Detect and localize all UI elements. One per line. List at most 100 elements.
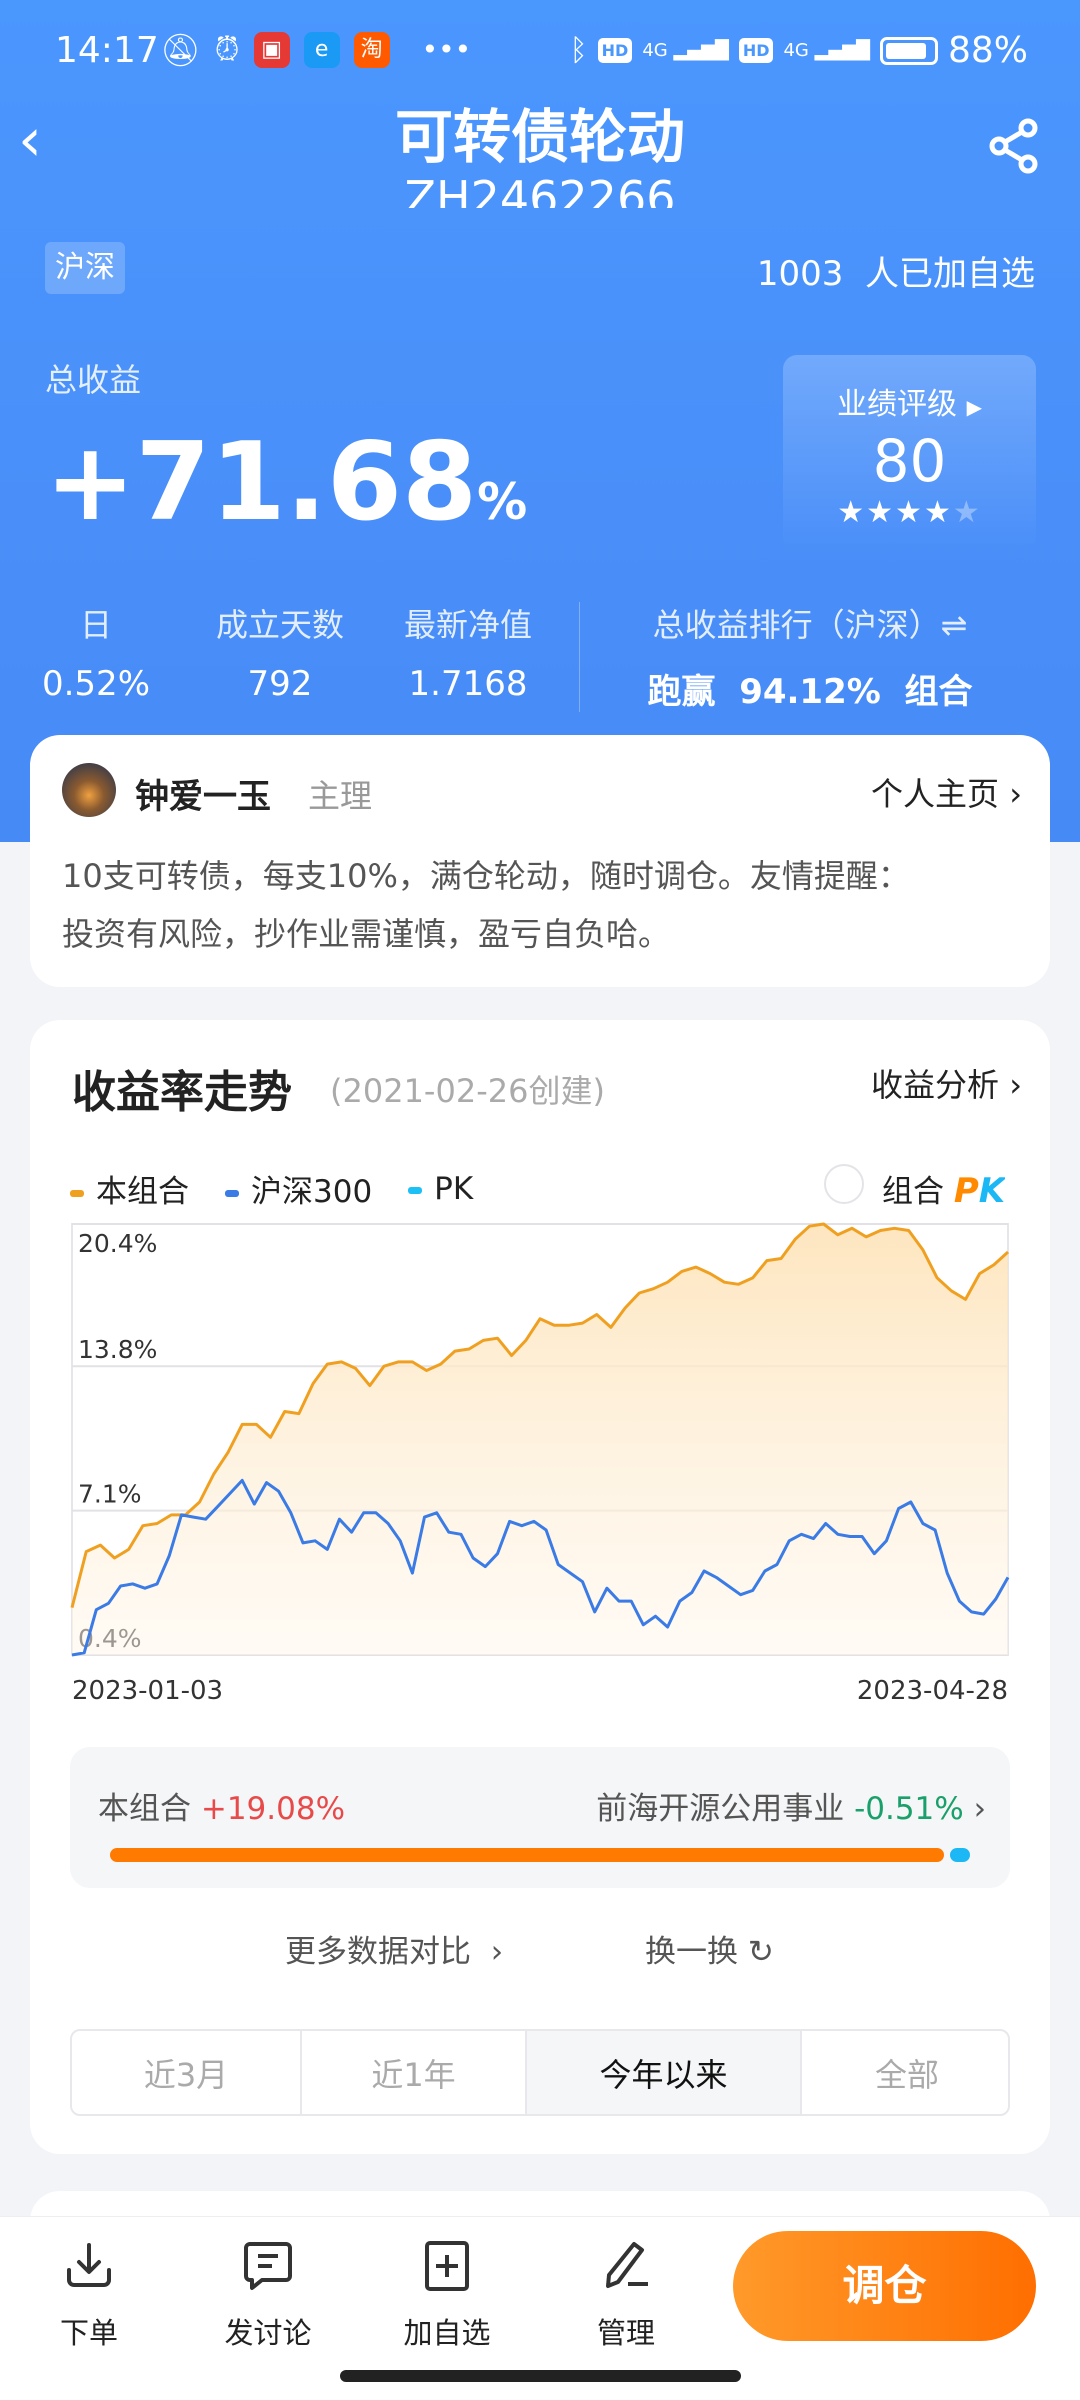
tab-3-months[interactable]: 近3月 bbox=[72, 2031, 302, 2114]
hd-icon: HD bbox=[597, 38, 633, 63]
star-filled-icon: ★ bbox=[895, 495, 924, 530]
total-return: +71.68% bbox=[45, 420, 527, 545]
hd-icon: HD bbox=[738, 38, 774, 63]
homepage-link[interactable]: 个人主页 › bbox=[871, 769, 1022, 815]
nav-discuss[interactable]: 发讨论 bbox=[208, 2240, 328, 2352]
legend-swatch bbox=[225, 1190, 239, 1197]
x-end-label: 2023-04-28 bbox=[856, 1676, 1008, 1706]
market-badge: 沪深 bbox=[45, 242, 125, 294]
total-return-unit: % bbox=[477, 473, 528, 531]
series-line-portfolio bbox=[70, 1222, 1010, 1608]
home-indicator[interactable] bbox=[340, 2370, 741, 2382]
stat-value: 1.7168 bbox=[408, 664, 528, 704]
chart-title: 收益率走势 bbox=[72, 1067, 292, 1118]
chart-legend: 本组合 沪深300 PK bbox=[70, 1166, 473, 1211]
nav-label: 下单 bbox=[59, 2316, 118, 2350]
author-name[interactable]: 钟爱一玉 bbox=[135, 777, 271, 817]
nav-order[interactable]: 下单 bbox=[29, 2240, 149, 2352]
rating-label: 业绩评级 bbox=[837, 387, 958, 422]
rank-block[interactable]: 总收益排行（沪深）⇌ 跑赢 94.12% 组合 bbox=[600, 600, 1020, 713]
legend-item: 本组合 bbox=[70, 1166, 189, 1211]
more-compare-link[interactable]: 更多数据对比 › bbox=[285, 1926, 503, 1971]
nav-label: 发讨论 bbox=[224, 2316, 312, 2350]
star-filled-icon: ★ bbox=[923, 495, 953, 530]
pk-logo: PK bbox=[953, 1171, 1006, 1211]
header-background bbox=[0, 0, 1080, 842]
star-filled-icon: ★ bbox=[837, 495, 867, 530]
status-time: 14:17 bbox=[55, 30, 159, 71]
legend-label: 沪深300 bbox=[251, 1174, 373, 1210]
alarm-icon: ⏰︎ bbox=[214, 30, 240, 68]
back-button[interactable]: ‹ bbox=[18, 105, 42, 175]
series-line-csi300 bbox=[71, 1478, 1010, 1657]
pk-toggle-radio[interactable] bbox=[824, 1164, 864, 1204]
comparison-bar-right bbox=[950, 1848, 970, 1862]
comparison-left: 本组合 +19.08% bbox=[98, 1783, 345, 1828]
star-empty-icon: ★ bbox=[952, 495, 982, 530]
rating-stars: ★★★★★ bbox=[783, 495, 1036, 530]
avatar[interactable] bbox=[62, 763, 116, 817]
tab-1-year[interactable]: 近1年 bbox=[302, 2031, 527, 2114]
stats-row: 日 0.52% 成立天数 792 最新净值 1.7168 bbox=[0, 600, 580, 704]
nav-manage[interactable]: 管理 bbox=[566, 2240, 686, 2352]
series-area-portfolio bbox=[72, 1224, 1008, 1655]
taobao-app-icon: 淘 bbox=[353, 31, 390, 68]
followers: 1003 人已加自选 bbox=[757, 246, 1035, 295]
more-icon: ••• bbox=[421, 33, 472, 66]
rebalance-button[interactable]: 调仓 bbox=[733, 2231, 1036, 2341]
description-line: 投资有风险，抄作业需谨慎，盈亏自负哈。 bbox=[62, 915, 671, 953]
nav-add-watchlist[interactable]: 加自选 bbox=[387, 2240, 507, 2352]
pk-toggle[interactable]: 组合 PK bbox=[882, 1166, 1005, 1211]
signal-icon: 4G ▂▄▆█ bbox=[642, 40, 729, 61]
tab-ytd[interactable]: 今年以来 bbox=[527, 2031, 802, 2114]
y-tick-label: 13.8% bbox=[78, 1335, 157, 1364]
left-label: 本组合 bbox=[98, 1791, 191, 1827]
legend-label: PK bbox=[434, 1170, 474, 1207]
stat-label: 最新净值 bbox=[403, 606, 532, 644]
left-value: +19.08% bbox=[200, 1791, 346, 1827]
eleme-app-icon: e bbox=[303, 31, 340, 68]
right-value: -0.51% bbox=[854, 1791, 964, 1827]
shuffle-button[interactable]: 换一换 ↻ bbox=[645, 1926, 774, 1971]
stat-label: 成立天数 bbox=[215, 606, 344, 644]
status-icons-right: ᛒ HD 4G ▂▄▆█ HD 4G ▂▄▆█ 88% bbox=[570, 30, 1028, 71]
tab-all[interactable]: 全部 bbox=[874, 2055, 939, 2094]
right-label: 前海开源公用事业 bbox=[596, 1791, 845, 1827]
stat-value: 0.52% bbox=[41, 664, 150, 704]
battery-level: 88% bbox=[947, 30, 1028, 71]
return-chart: 20.4%13.8%7.1%0.4% bbox=[70, 1222, 1010, 1657]
comparison-box[interactable]: 本组合 +19.08% 前海开源公用事业 -0.51% › bbox=[70, 1747, 1010, 1888]
y-tick-label: 20.4% bbox=[78, 1229, 157, 1258]
profile-card: 钟爱一玉 主理 个人主页 › 10支可转债，每支10%，满仓轮动，随时调仓。友情… bbox=[30, 735, 1050, 987]
period-tabs: 近3月 近1年 今年以来 全部 bbox=[70, 2029, 1010, 2116]
comparison-right: 前海开源公用事业 -0.51% › bbox=[596, 1783, 986, 1828]
homepage-label: 个人主页 bbox=[871, 775, 1000, 813]
chevron-right-icon: › bbox=[1009, 775, 1022, 813]
analysis-link[interactable]: 收益分析 › bbox=[871, 1060, 1022, 1106]
chevron-right-icon: › bbox=[490, 1934, 504, 1970]
chart-card: 收益率走势 (2021-02-26创建) 收益分析 › 本组合 沪深300 PK… bbox=[30, 1020, 1050, 2154]
comment-icon bbox=[244, 2242, 292, 2290]
created-date: (2021-02-26创建) bbox=[330, 1072, 605, 1110]
rating-box[interactable]: 业绩评级 ▶ 80 ★★★★★ bbox=[783, 355, 1036, 551]
followers-label: 人已加自选 bbox=[865, 254, 1035, 294]
status-icons-left: 🔕︎ ⏰︎ ▣ e 淘 ••• bbox=[160, 30, 471, 69]
author-role: 主理 bbox=[308, 777, 373, 815]
rating-score: 80 bbox=[872, 427, 947, 495]
y-tick-label: 7.1% bbox=[78, 1480, 142, 1509]
chevron-right-icon: › bbox=[1009, 1066, 1022, 1104]
analysis-label: 收益分析 bbox=[871, 1066, 1000, 1104]
nav-label: 加自选 bbox=[403, 2316, 491, 2350]
legend-swatch bbox=[408, 1186, 423, 1194]
legend-label: 本组合 bbox=[96, 1174, 189, 1210]
signal-icon: 4G ▂▄▆█ bbox=[783, 40, 870, 61]
legend-item: PK bbox=[408, 1171, 473, 1207]
edit-icon bbox=[606, 2242, 648, 2288]
comparison-bar-left bbox=[110, 1848, 945, 1862]
chevron-right-icon: › bbox=[973, 1791, 986, 1827]
bell-off-icon: 🔕︎ bbox=[160, 30, 201, 69]
stat-value: 792 bbox=[247, 664, 313, 704]
share-icon[interactable] bbox=[988, 118, 1040, 174]
star-filled-icon: ★ bbox=[866, 495, 896, 530]
rank-label: 总收益排行（沪深）⇌ bbox=[652, 606, 968, 644]
